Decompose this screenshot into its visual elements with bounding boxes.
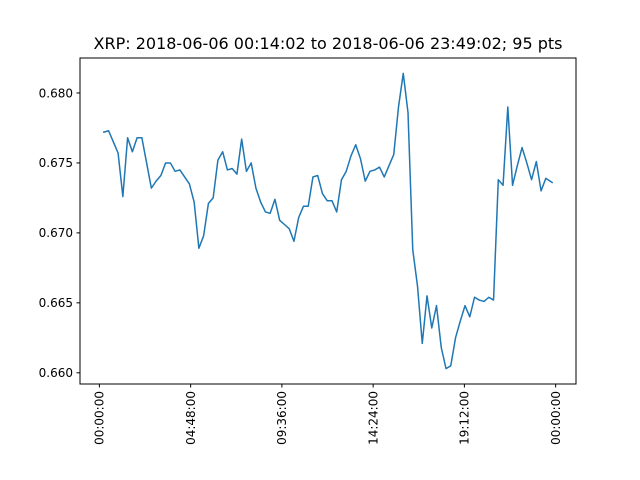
series-line-0 <box>102 72 554 370</box>
x-tick-label: 09:36:00 <box>275 391 289 445</box>
y-tick-label: 0.665 <box>39 296 73 310</box>
y-tick-label: 0.670 <box>39 226 73 240</box>
series-layer <box>102 72 554 370</box>
plot-area-frame <box>79 57 577 385</box>
x-axis: 00:00:00 04:48:00 09:36:00 14:24:00 19:12:00… <box>93 384 563 445</box>
y-axis: 0.660 0.665 0.670 0.675 0.680 <box>39 86 80 380</box>
x-tick-label: 19:12:00 <box>458 391 472 445</box>
x-tick-label: 14:24:00 <box>366 391 380 445</box>
x-tick-label: 04:48:00 <box>184 391 198 445</box>
y-tick-label: 0.660 <box>39 366 73 380</box>
x-tick-label: 00:00:00 <box>93 391 107 445</box>
y-tick-label: 0.680 <box>39 86 73 100</box>
x-tick-label: 00:00:00 <box>549 391 563 445</box>
y-tick-label: 0.675 <box>39 156 73 170</box>
chart-title: XRP: 2018-06-06 00:14:02 to 2018-06-06 2… <box>94 34 563 53</box>
